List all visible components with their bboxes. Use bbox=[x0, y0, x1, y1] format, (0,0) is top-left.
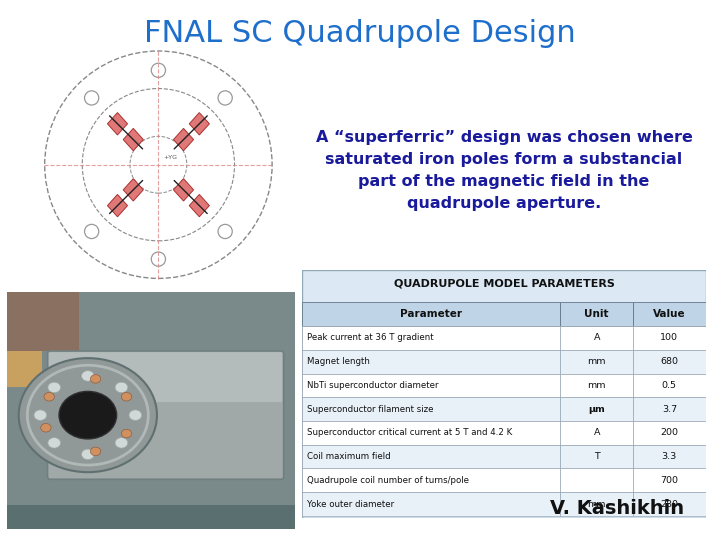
Polygon shape bbox=[123, 179, 143, 201]
Text: 280: 280 bbox=[660, 500, 678, 509]
Text: Value: Value bbox=[653, 309, 685, 319]
Circle shape bbox=[19, 358, 157, 472]
FancyBboxPatch shape bbox=[7, 505, 295, 529]
Text: QUADRUPOLE MODEL PARAMETERS: QUADRUPOLE MODEL PARAMETERS bbox=[394, 279, 614, 289]
Circle shape bbox=[81, 449, 94, 460]
FancyBboxPatch shape bbox=[633, 421, 706, 445]
FancyBboxPatch shape bbox=[633, 326, 706, 350]
Text: 680: 680 bbox=[660, 357, 678, 366]
FancyBboxPatch shape bbox=[302, 492, 560, 516]
Circle shape bbox=[81, 371, 94, 381]
Text: A: A bbox=[593, 333, 600, 342]
Polygon shape bbox=[174, 179, 194, 201]
Text: Superconductor filament size: Superconductor filament size bbox=[307, 404, 433, 414]
Circle shape bbox=[115, 382, 127, 393]
FancyBboxPatch shape bbox=[49, 352, 282, 402]
Text: NbTi superconductor diameter: NbTi superconductor diameter bbox=[307, 381, 438, 390]
FancyBboxPatch shape bbox=[560, 326, 633, 350]
Text: Yoke outer diameter: Yoke outer diameter bbox=[307, 500, 395, 509]
Text: +YG: +YG bbox=[163, 154, 177, 160]
FancyBboxPatch shape bbox=[633, 468, 706, 492]
FancyBboxPatch shape bbox=[560, 350, 633, 374]
FancyBboxPatch shape bbox=[560, 445, 633, 468]
Circle shape bbox=[129, 410, 142, 420]
Text: A: A bbox=[593, 428, 600, 437]
FancyBboxPatch shape bbox=[48, 351, 284, 480]
FancyBboxPatch shape bbox=[7, 292, 79, 351]
Text: 200: 200 bbox=[660, 428, 678, 437]
Circle shape bbox=[121, 393, 132, 401]
Text: mm: mm bbox=[588, 381, 606, 390]
Text: 3.7: 3.7 bbox=[662, 404, 677, 414]
FancyBboxPatch shape bbox=[633, 445, 706, 468]
FancyBboxPatch shape bbox=[633, 374, 706, 397]
FancyBboxPatch shape bbox=[302, 397, 560, 421]
FancyBboxPatch shape bbox=[7, 351, 42, 387]
Text: V. Kashikhin: V. Kashikhin bbox=[550, 500, 684, 518]
FancyBboxPatch shape bbox=[302, 350, 560, 374]
FancyBboxPatch shape bbox=[560, 302, 633, 326]
Text: A “superferric” design was chosen where
saturated iron poles form a substancial
: A “superferric” design was chosen where … bbox=[315, 130, 693, 211]
Polygon shape bbox=[174, 129, 194, 151]
FancyBboxPatch shape bbox=[302, 445, 560, 468]
Text: 3.3: 3.3 bbox=[662, 452, 677, 461]
FancyBboxPatch shape bbox=[302, 374, 560, 397]
Circle shape bbox=[115, 437, 127, 448]
FancyBboxPatch shape bbox=[633, 492, 706, 516]
Text: T: T bbox=[594, 452, 600, 461]
FancyBboxPatch shape bbox=[560, 421, 633, 445]
Circle shape bbox=[48, 382, 60, 393]
Circle shape bbox=[59, 392, 117, 439]
Circle shape bbox=[91, 447, 101, 456]
Circle shape bbox=[41, 423, 51, 432]
Text: Magnet length: Magnet length bbox=[307, 357, 370, 366]
Text: mm: mm bbox=[588, 357, 606, 366]
FancyBboxPatch shape bbox=[302, 468, 560, 492]
Circle shape bbox=[121, 429, 132, 438]
FancyBboxPatch shape bbox=[560, 397, 633, 421]
Text: Parameter: Parameter bbox=[400, 309, 462, 319]
Circle shape bbox=[91, 375, 101, 383]
FancyBboxPatch shape bbox=[302, 326, 560, 350]
Text: Superconductor critical current at 5 T and 4.2 K: Superconductor critical current at 5 T a… bbox=[307, 428, 513, 437]
Text: mm: mm bbox=[588, 500, 606, 509]
Text: 700: 700 bbox=[660, 476, 678, 485]
Polygon shape bbox=[107, 194, 127, 217]
Text: μm: μm bbox=[588, 404, 605, 414]
Polygon shape bbox=[107, 113, 127, 135]
Polygon shape bbox=[189, 194, 210, 217]
FancyBboxPatch shape bbox=[560, 374, 633, 397]
Text: Coil maximum field: Coil maximum field bbox=[307, 452, 391, 461]
Circle shape bbox=[44, 393, 55, 401]
Circle shape bbox=[34, 410, 47, 420]
Text: 100: 100 bbox=[660, 333, 678, 342]
FancyBboxPatch shape bbox=[302, 302, 560, 326]
FancyBboxPatch shape bbox=[560, 492, 633, 516]
Text: Peak current at 36 T gradient: Peak current at 36 T gradient bbox=[307, 333, 434, 342]
Text: 0.5: 0.5 bbox=[662, 381, 677, 390]
Circle shape bbox=[48, 437, 60, 448]
Text: Quadrupole coil number of turns/pole: Quadrupole coil number of turns/pole bbox=[307, 476, 469, 485]
Text: Unit: Unit bbox=[585, 309, 609, 319]
FancyBboxPatch shape bbox=[302, 421, 560, 445]
FancyBboxPatch shape bbox=[633, 350, 706, 374]
FancyBboxPatch shape bbox=[302, 270, 706, 518]
FancyBboxPatch shape bbox=[633, 302, 706, 326]
Polygon shape bbox=[189, 113, 210, 135]
FancyBboxPatch shape bbox=[633, 397, 706, 421]
FancyBboxPatch shape bbox=[7, 292, 295, 529]
FancyBboxPatch shape bbox=[560, 468, 633, 492]
Text: FNAL SC Quadrupole Design: FNAL SC Quadrupole Design bbox=[144, 19, 576, 48]
Polygon shape bbox=[123, 129, 143, 151]
